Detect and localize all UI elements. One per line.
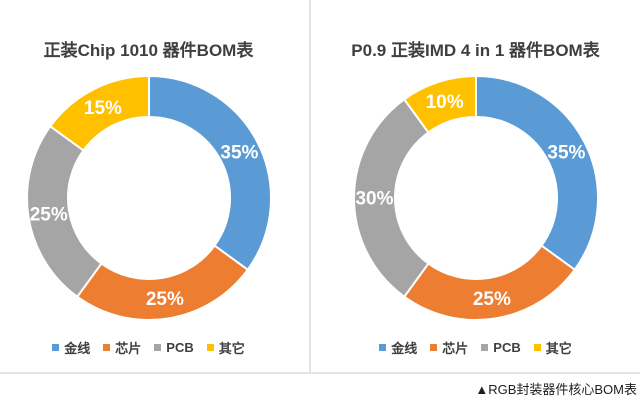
chart-title-chip1010: 正装Chip 1010 器件BOM表 xyxy=(43,41,254,60)
figure-caption: ▲RGB封装器件核心BOM表 xyxy=(475,381,637,397)
data-label-PCB: 25% xyxy=(29,205,67,226)
donut-segment-其它 xyxy=(48,74,150,152)
charts-row: 正装Chip 1010 器件BOM表 35% 25% 25% 15% 金线 芯片 PCB 其… xyxy=(0,0,640,374)
legend-label: 其它 xyxy=(218,341,245,356)
legend-marker xyxy=(379,344,387,351)
legend-label: 金线 xyxy=(64,341,91,356)
donut-segment-金线 xyxy=(147,74,272,272)
data-label-芯片: 25% xyxy=(472,289,510,310)
legend-item-其它: 其它 xyxy=(206,338,245,357)
legend-label: 芯片 xyxy=(442,341,469,356)
chart-card-imd4in1: P0.9 正装IMD 4 in 1 器件BOM表 35% 25% 30% 10% 金线… xyxy=(311,0,640,372)
chart-card-chip1010: 正装Chip 1010 器件BOM表 35% 25% 25% 15% 金线 芯片 PCB 其… xyxy=(0,0,311,372)
data-label-芯片: 25% xyxy=(145,289,183,310)
data-label-金线: 35% xyxy=(547,143,585,164)
legend-item-金线: 金线 xyxy=(52,338,90,357)
data-label-其它: 15% xyxy=(83,98,121,119)
legend-marker xyxy=(154,344,162,351)
legend-item-芯片: 芯片 xyxy=(430,338,468,357)
chart-title-imd4in1: P0.9 正装IMD 4 in 1 器件BOM表 xyxy=(351,41,600,60)
legend-marker xyxy=(430,344,438,351)
chart-legend-imd4in1: 金线 芯片 PCB 其它 xyxy=(379,338,572,357)
legend-label: 其它 xyxy=(545,341,572,356)
data-label-PCB: 30% xyxy=(355,189,393,210)
data-label-金线: 35% xyxy=(220,143,258,164)
legend-item-PCB: PCB xyxy=(154,340,194,355)
legend-item-其它: 其它 xyxy=(533,338,572,357)
legend-item-金线: 金线 xyxy=(379,338,417,357)
legend-marker xyxy=(52,344,60,351)
legend-marker xyxy=(206,344,214,351)
legend-item-芯片: 芯片 xyxy=(103,338,141,357)
data-label-其它: 10% xyxy=(425,92,463,113)
legend-item-PCB: PCB xyxy=(481,340,521,355)
donut-chart-chip1010: 35% 25% 25% 15% xyxy=(25,74,272,321)
legend-marker xyxy=(533,344,541,351)
donut-segment-金线 xyxy=(474,74,599,272)
legend-marker xyxy=(481,344,489,351)
donut-segment-其它 xyxy=(402,74,477,134)
legend-label: PCB xyxy=(166,340,194,355)
donut-chart-imd4in1: 35% 25% 30% 10% xyxy=(352,74,599,321)
chart-legend-chip1010: 金线 芯片 PCB 其它 xyxy=(52,338,245,357)
legend-label: 芯片 xyxy=(115,341,142,356)
legend-label: PCB xyxy=(493,340,521,355)
legend-marker xyxy=(103,344,111,351)
legend-label: 金线 xyxy=(391,341,418,356)
